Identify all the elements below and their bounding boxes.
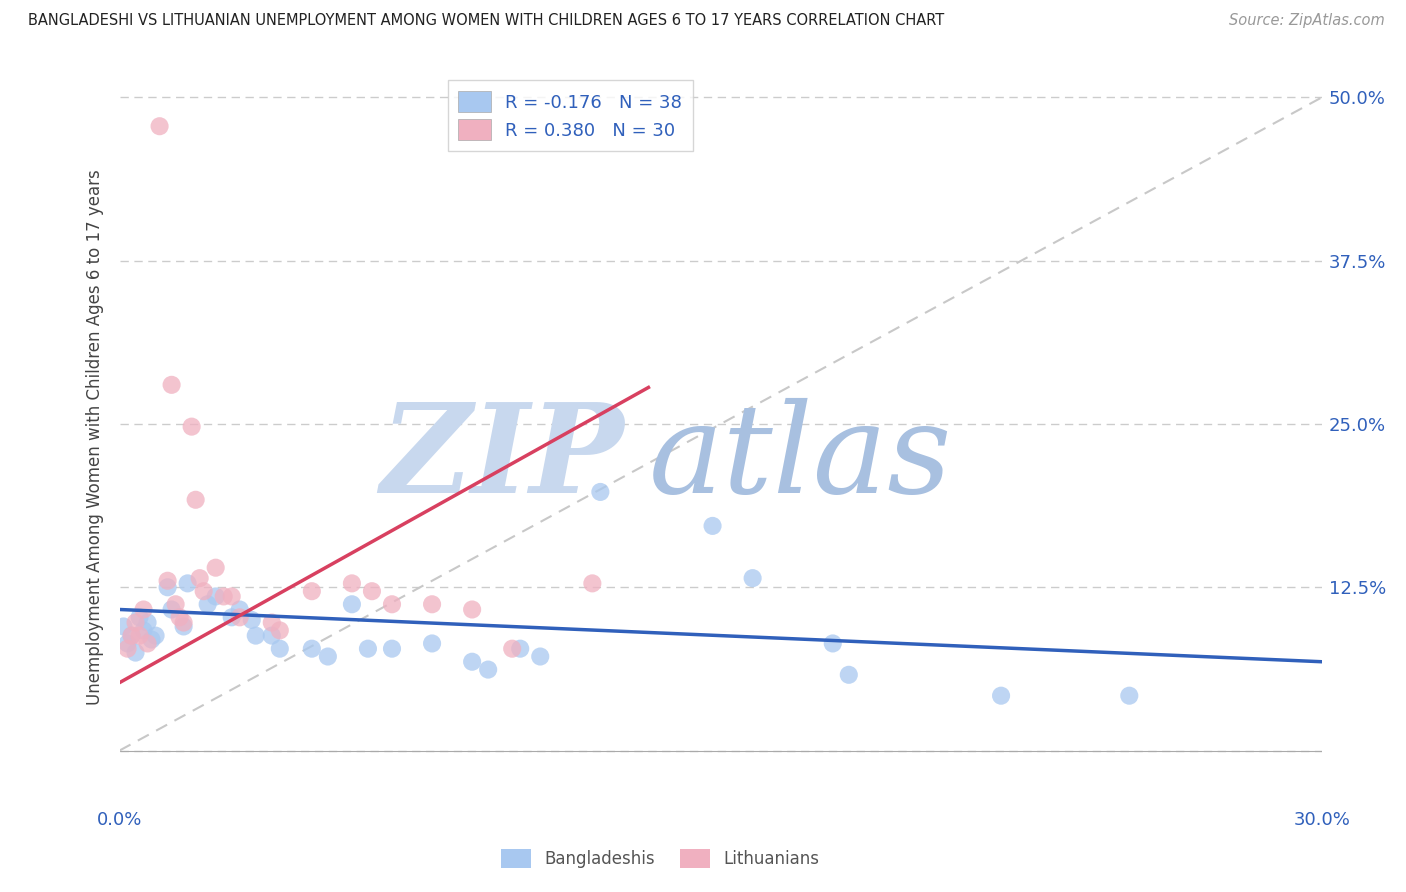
Point [136,636,159,650]
Point [184,492,207,507]
Legend: Bangladeshis, Lithuanians: Bangladeshis, Lithuanians [495,842,827,875]
Point [381,641,404,656]
Point [340,597,363,611]
Point [589,485,612,500]
Point [221,610,243,624]
Point [357,641,380,656]
Point [121,629,143,643]
Point [269,624,291,638]
Point [173,619,195,633]
Point [149,120,172,134]
Point [204,560,226,574]
Point [160,377,183,392]
Point [173,615,195,630]
Point [124,646,146,660]
Point [136,615,159,630]
Point [193,584,215,599]
Point [176,576,198,591]
Point [121,629,143,643]
Point [245,629,267,643]
Text: atlas: atlas [648,398,952,520]
Point [702,519,724,533]
Point [509,641,531,656]
Point [132,624,155,638]
Point [838,667,860,681]
Point [145,629,167,643]
Text: Source: ZipAtlas.com: Source: ZipAtlas.com [1229,13,1385,29]
Point [581,576,603,591]
Text: ZIP: ZIP [381,398,624,520]
Point [180,419,202,434]
Point [204,590,226,604]
Point [529,649,551,664]
Point [188,571,211,585]
Point [260,629,283,643]
Point [461,655,484,669]
Point [501,641,523,656]
Point [169,610,191,624]
Point [420,597,443,611]
Point [165,597,187,611]
Point [228,602,252,616]
Point [990,689,1012,703]
Point [128,629,150,643]
Point [212,590,235,604]
Point [197,597,219,611]
Point [316,649,339,664]
Point [128,610,150,624]
Text: BANGLADESHI VS LITHUANIAN UNEMPLOYMENT AMONG WOMEN WITH CHILDREN AGES 6 TO 17 YE: BANGLADESHI VS LITHUANIAN UNEMPLOYMENT A… [28,13,945,29]
Point [117,641,139,656]
Point [156,574,179,588]
Point [228,610,252,624]
Point [221,590,243,604]
Point [461,602,484,616]
Y-axis label: Unemployment Among Women with Children Ages 6 to 17 years: Unemployment Among Women with Children A… [86,169,104,705]
Point [269,641,291,656]
Point [301,584,323,599]
Point [124,615,146,630]
Point [156,580,179,594]
Point [301,641,323,656]
Point [132,602,155,616]
Point [477,663,499,677]
Point [141,632,163,647]
Point [420,636,443,650]
Point [821,636,844,650]
Point [160,602,183,616]
Point [361,584,384,599]
Point [260,615,283,630]
Point [381,597,404,611]
Point [1118,689,1140,703]
Point [112,619,135,633]
Point [117,636,139,650]
Point [240,613,263,627]
Point [340,576,363,591]
Point [741,571,763,585]
